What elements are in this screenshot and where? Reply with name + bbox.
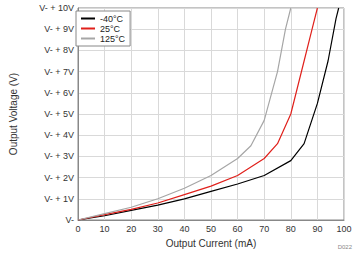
svg-text:V- + 8V: V- + 8V — [44, 45, 74, 55]
svg-text:V-: V- — [65, 215, 74, 225]
svg-text:V- + 5V: V- + 5V — [44, 109, 74, 119]
svg-text:60: 60 — [233, 224, 243, 234]
svg-text:100: 100 — [336, 224, 351, 234]
svg-text:80: 80 — [286, 224, 296, 234]
svg-text:10: 10 — [100, 224, 110, 234]
svg-text:V- + 6V: V- + 6V — [44, 88, 74, 98]
svg-text:-40°C: -40°C — [100, 14, 124, 24]
svg-text:90: 90 — [312, 224, 322, 234]
svg-text:Output Current (mA): Output Current (mA) — [166, 238, 257, 249]
svg-text:V- + 10V: V- + 10V — [39, 3, 74, 13]
svg-text:V- + 7V: V- + 7V — [44, 67, 74, 77]
svg-text:V- + 1V: V- + 1V — [44, 194, 74, 204]
svg-text:V- + 4V: V- + 4V — [44, 130, 74, 140]
svg-text:V- + 2V: V- + 2V — [44, 173, 74, 183]
svg-text:70: 70 — [259, 224, 269, 234]
svg-text:Output Voltage (V): Output Voltage (V) — [8, 73, 19, 155]
svg-text:20: 20 — [126, 224, 136, 234]
svg-text:40: 40 — [179, 224, 189, 234]
svg-text:125°C: 125°C — [100, 34, 126, 44]
svg-text:30: 30 — [153, 224, 163, 234]
svg-text:D022: D022 — [338, 244, 353, 250]
svg-text:V- + 9V: V- + 9V — [44, 24, 74, 34]
svg-text:50: 50 — [206, 224, 216, 234]
svg-text:0: 0 — [75, 224, 80, 234]
svg-text:V- + 3V: V- + 3V — [44, 151, 74, 161]
svg-text:25°C: 25°C — [100, 24, 121, 34]
